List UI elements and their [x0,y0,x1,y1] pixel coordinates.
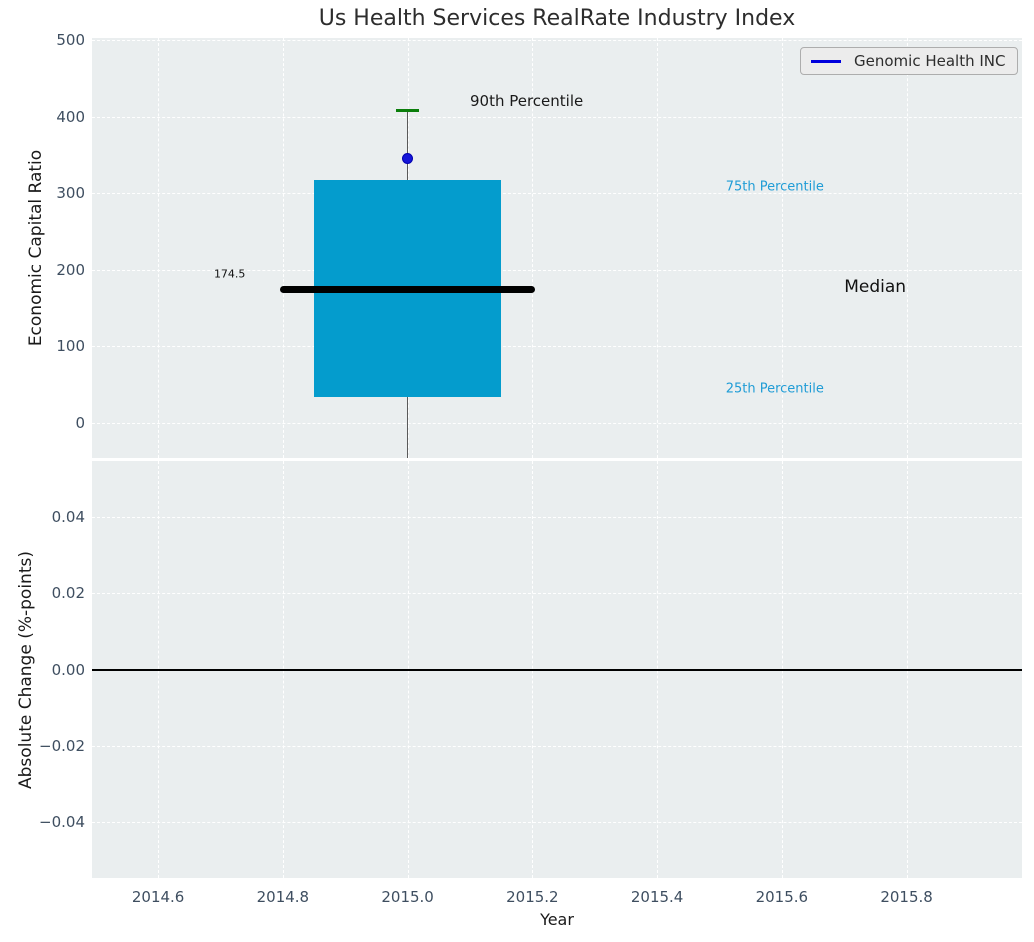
y-tick-label: 0 [75,413,85,432]
x-tick-label: 2015.0 [381,888,434,906]
y-tick-label: 0.04 [51,507,85,526]
x-gridline [532,38,534,458]
legend-label: Genomic Health INC [854,52,1006,70]
annotation-25th-percentile: 25th Percentile [725,381,824,397]
annotation-75th-percentile: 75th Percentile [725,179,824,195]
boxplot-cap-90th-percentile [396,109,419,113]
x-tick-label: 2015.6 [755,888,809,906]
annotation-174-5: 174.5 [213,267,246,281]
y-tick-label: 0.02 [51,584,85,603]
y-gridline [92,822,1022,824]
x-gridline [906,38,908,458]
x-tick-label: 2014.8 [256,888,310,906]
x-tick-label: 2015.4 [630,888,684,906]
y-tick-label: 300 [56,184,85,203]
annotation-90th-percentile: 90th Percentile [469,92,584,111]
y-tick-label: −0.04 [39,813,85,832]
y-gridline [92,745,1022,747]
x-axis-label: Year [540,910,574,929]
y-gridline [92,516,1022,518]
x-tick-label: 2015.8 [880,888,933,906]
boxplot-median-line [279,285,536,293]
y-tick-label: 0.00 [51,660,85,679]
y-gridline [92,346,1022,348]
y-gridline [92,269,1022,271]
legend: Genomic Health INC [800,47,1018,75]
bottom-panel [92,461,1022,878]
company-point-marker [402,152,414,164]
legend-line-sample [811,59,841,63]
y-gridline [92,193,1022,195]
y-gridline [92,422,1022,424]
x-gridline [657,38,659,458]
y-tick-label: 100 [56,337,85,356]
annotation-median: Median [844,277,907,298]
x-tick-label: 2015.2 [506,888,559,906]
y-gridline [92,40,1022,42]
y-tick-label: 400 [56,107,85,126]
top-panel [92,38,1022,458]
y-tick-label: 200 [56,260,85,279]
y-tick-label: 500 [56,31,85,50]
x-gridline [158,38,160,458]
y-axis-label-top: Economic Capital Ratio [26,149,46,347]
x-gridline [282,38,284,458]
zero-reference-line [92,668,1022,671]
y-tick-label: −0.02 [39,736,85,755]
chart-title: Us Health Services RealRate Industry Ind… [318,6,796,31]
y-gridline [92,116,1022,118]
x-gridline [781,38,783,458]
y-gridline [92,593,1022,595]
x-tick-label: 2014.6 [131,888,185,906]
